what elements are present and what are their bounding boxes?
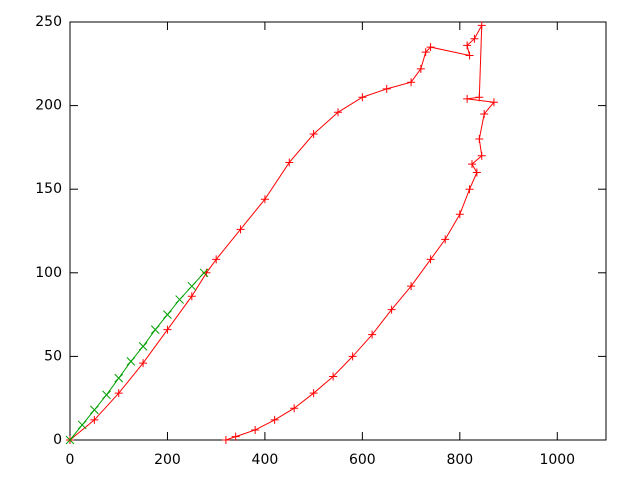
data-point (290, 404, 299, 413)
data-point (480, 109, 489, 118)
data-point (421, 48, 430, 57)
series-line (69, 25, 495, 441)
data-point (90, 415, 99, 424)
data-point (138, 342, 148, 351)
data-point (187, 281, 197, 291)
y-tick-label: 100 (35, 265, 62, 281)
data-point (382, 84, 391, 93)
x-tick-label: 600 (349, 452, 376, 468)
data-point (231, 432, 240, 441)
data-point (285, 158, 294, 167)
data-point (329, 372, 338, 381)
data-point (472, 168, 481, 177)
data-point (114, 373, 124, 383)
data-point (309, 389, 318, 398)
data-point (358, 93, 367, 102)
x-tick-label: 200 (154, 452, 181, 468)
data-point (489, 98, 498, 107)
y-tick-label: 0 (53, 432, 62, 448)
data-point (221, 436, 230, 444)
data-point (163, 310, 172, 319)
data-point (416, 64, 425, 73)
x-tick-label: 400 (252, 452, 279, 468)
data-point (236, 225, 245, 234)
data-point (199, 268, 209, 278)
data-point (407, 78, 416, 87)
data-point (441, 235, 450, 244)
data-point (465, 51, 474, 60)
data-point (463, 41, 472, 50)
data-point (212, 255, 221, 264)
data-point (270, 415, 279, 424)
y-tick-label: 50 (44, 348, 62, 364)
plot-border (69, 21, 607, 441)
y-tick-label: 150 (35, 181, 62, 197)
data-point (477, 151, 486, 160)
data-point (90, 405, 99, 415)
data-point (407, 282, 416, 291)
data-point (426, 255, 435, 264)
data-point (455, 210, 464, 219)
data-point (114, 389, 123, 398)
x-tick-label: 800 (446, 452, 473, 468)
data-point (477, 21, 486, 30)
data-point (77, 420, 87, 430)
y-tick-label: 250 (35, 14, 62, 30)
data-point (463, 94, 472, 103)
data-point (175, 295, 184, 304)
data-point (150, 325, 160, 335)
data-point (348, 352, 357, 361)
data-point (475, 135, 484, 144)
data-point (387, 305, 396, 314)
data-point (139, 359, 148, 368)
data-point (470, 34, 479, 43)
data-point (102, 390, 111, 400)
x-tick-label: 0 (66, 452, 75, 468)
data-point (426, 43, 435, 52)
data-point (126, 357, 136, 366)
data-point (251, 425, 260, 434)
data-point (475, 93, 484, 102)
data-point (65, 435, 75, 445)
data-point (465, 185, 474, 194)
series-line (69, 272, 205, 441)
data-point (368, 330, 377, 339)
data-point (187, 292, 196, 301)
data-point (468, 160, 476, 169)
data-point (334, 108, 342, 117)
data-point (309, 130, 318, 139)
data-point (163, 325, 172, 334)
y-tick-label: 200 (35, 98, 62, 114)
data-point (260, 195, 269, 204)
x-tick-label: 1000 (539, 452, 575, 468)
